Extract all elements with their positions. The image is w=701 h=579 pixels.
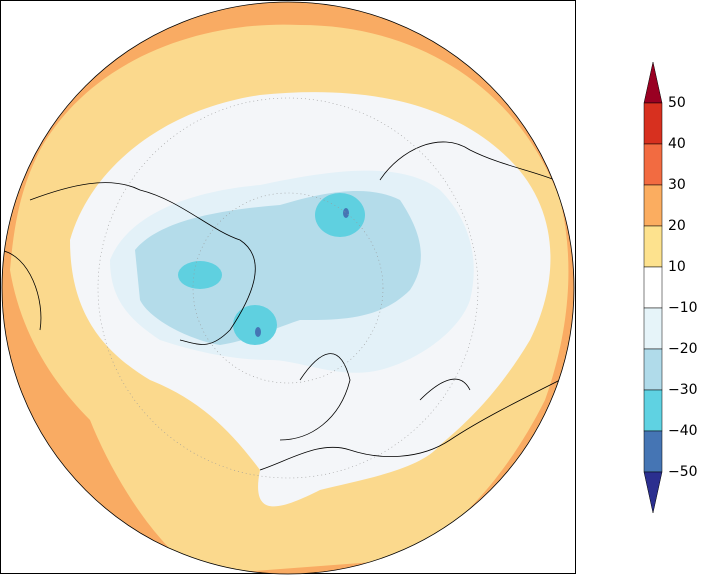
map-border (1, 1, 575, 575)
colorbar-label: −20 (668, 341, 698, 357)
colorbar-bin (643, 307, 663, 350)
colorbar-label: −30 (668, 382, 698, 398)
colorbar-label: 50 (668, 95, 686, 111)
colorbar-bin (643, 266, 663, 309)
colorbar-label: −40 (668, 423, 698, 439)
colorbar-arrow (643, 471, 663, 514)
map (2, 2, 574, 574)
colorbar-bin (643, 348, 663, 391)
colorbar-bin (643, 430, 663, 473)
colorbar-label: 20 (668, 218, 686, 234)
colorbar-bin (643, 389, 663, 432)
colorbar-label: −50 (668, 464, 698, 480)
colorbar-bin (643, 225, 663, 268)
colorbar-label: −10 (668, 300, 698, 316)
colorbar-bin (643, 184, 663, 227)
colorbar-label: 40 (668, 136, 686, 152)
colorbar: 50 40 30 20 10 −10 −20 −30 −40 −50 (643, 61, 698, 514)
colorbar-bin (643, 143, 663, 186)
colorbar-label: 10 (668, 259, 686, 275)
colorbar-label: 30 (668, 177, 686, 193)
colorbar-arrow (643, 61, 663, 104)
colorbar-bin (643, 102, 663, 145)
